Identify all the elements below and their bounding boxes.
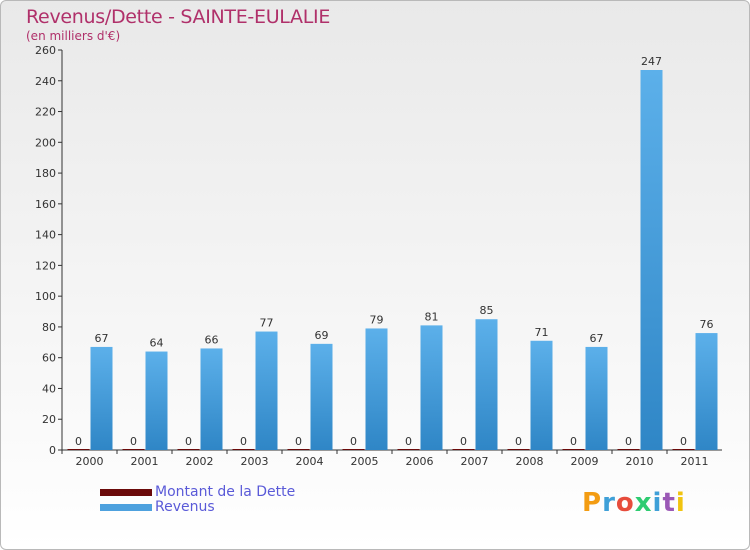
x-tick-label: 2011 [681, 455, 709, 468]
y-tick-label: 180 [35, 167, 56, 180]
data-label-revenus: 79 [370, 313, 384, 326]
logo-letter: t [662, 488, 676, 518]
x-tick-label: 2007 [461, 455, 489, 468]
logo-letter: i [652, 488, 663, 518]
y-tick-label: 100 [35, 290, 56, 303]
y-tick-label: 200 [35, 136, 56, 149]
proxiti-logo: Proxiti [582, 488, 686, 518]
data-label-dette: 0 [625, 435, 632, 448]
bar-dette [177, 449, 200, 450]
data-label-revenus: 66 [205, 333, 219, 346]
y-tick-label: 120 [35, 259, 56, 272]
data-label-dette: 0 [460, 435, 467, 448]
y-tick-label: 240 [35, 75, 56, 88]
y-tick-label: 40 [42, 382, 56, 395]
data-label-dette: 0 [405, 435, 412, 448]
chart-title: Revenus/Dette - SAINTE-EULALIE [26, 6, 331, 28]
bar-dette [67, 449, 90, 450]
logo-letter: r [602, 488, 616, 518]
logo-letter: P [582, 488, 603, 518]
x-tick-label: 2001 [131, 455, 159, 468]
data-label-dette: 0 [680, 435, 687, 448]
y-tick-label: 220 [35, 106, 56, 119]
legend-swatch-revenus [100, 504, 152, 511]
legend-label-dette: Montant de la Dette [155, 484, 296, 500]
legend-label-revenus: Revenus [155, 499, 215, 515]
bar-revenus [640, 70, 663, 450]
bar-revenus [255, 331, 278, 450]
y-tick-label: 60 [42, 352, 56, 365]
logo-letter: i [675, 488, 686, 518]
x-tick-label: 2009 [571, 455, 599, 468]
data-label-revenus: 85 [480, 304, 494, 317]
logo-letter: x [634, 488, 653, 518]
bar-revenus [200, 348, 223, 450]
x-tick-label: 2010 [626, 455, 654, 468]
x-tick-label: 2003 [241, 455, 269, 468]
bar-dette [562, 449, 585, 450]
x-tick-label: 2005 [351, 455, 379, 468]
data-label-revenus: 247 [641, 55, 662, 68]
data-label-dette: 0 [240, 435, 247, 448]
data-label-revenus: 67 [590, 332, 604, 345]
bar-dette [342, 449, 365, 450]
data-label-revenus: 69 [315, 329, 329, 342]
bar-dette [287, 449, 310, 450]
bar-revenus [310, 343, 333, 450]
bar-revenus [90, 346, 113, 450]
bar-dette [452, 449, 475, 450]
data-label-revenus: 67 [95, 332, 109, 345]
bar-revenus [530, 340, 553, 450]
data-label-dette: 0 [350, 435, 357, 448]
legend-swatch-dette [100, 489, 152, 496]
y-tick-label: 0 [49, 444, 56, 457]
y-tick-label: 260 [35, 44, 56, 57]
data-label-revenus: 64 [150, 337, 164, 350]
bar-dette [617, 449, 640, 450]
y-tick-label: 140 [35, 229, 56, 242]
data-label-dette: 0 [570, 435, 577, 448]
data-label-dette: 0 [185, 435, 192, 448]
y-tick-label: 20 [42, 413, 56, 426]
logo-letter: o [615, 488, 635, 518]
y-tick-label: 80 [42, 321, 56, 334]
data-label-dette: 0 [130, 435, 137, 448]
x-tick-label: 2006 [406, 455, 434, 468]
data-label-revenus: 71 [535, 326, 549, 339]
data-label-revenus: 81 [425, 310, 439, 323]
x-tick-label: 2008 [516, 455, 544, 468]
data-label-dette: 0 [295, 435, 302, 448]
bar-revenus [475, 319, 498, 450]
data-label-dette: 0 [75, 435, 82, 448]
bar-dette [122, 449, 145, 450]
bar-revenus [365, 328, 388, 450]
x-tick-label: 2004 [296, 455, 324, 468]
bar-revenus [585, 346, 608, 450]
data-label-revenus: 76 [700, 318, 714, 331]
x-tick-label: 2002 [186, 455, 214, 468]
bar-dette [507, 449, 530, 450]
bar-revenus [420, 325, 443, 450]
chart-subtitle: (en milliers d'€) [26, 29, 121, 43]
bar-revenus [695, 333, 718, 450]
data-label-revenus: 77 [260, 317, 274, 330]
x-tick-label: 2000 [76, 455, 104, 468]
bar-revenus [145, 351, 168, 450]
data-label-dette: 0 [515, 435, 522, 448]
y-tick-label: 160 [35, 198, 56, 211]
bar-dette [232, 449, 255, 450]
bar-dette [397, 449, 420, 450]
bar-dette [672, 449, 695, 450]
